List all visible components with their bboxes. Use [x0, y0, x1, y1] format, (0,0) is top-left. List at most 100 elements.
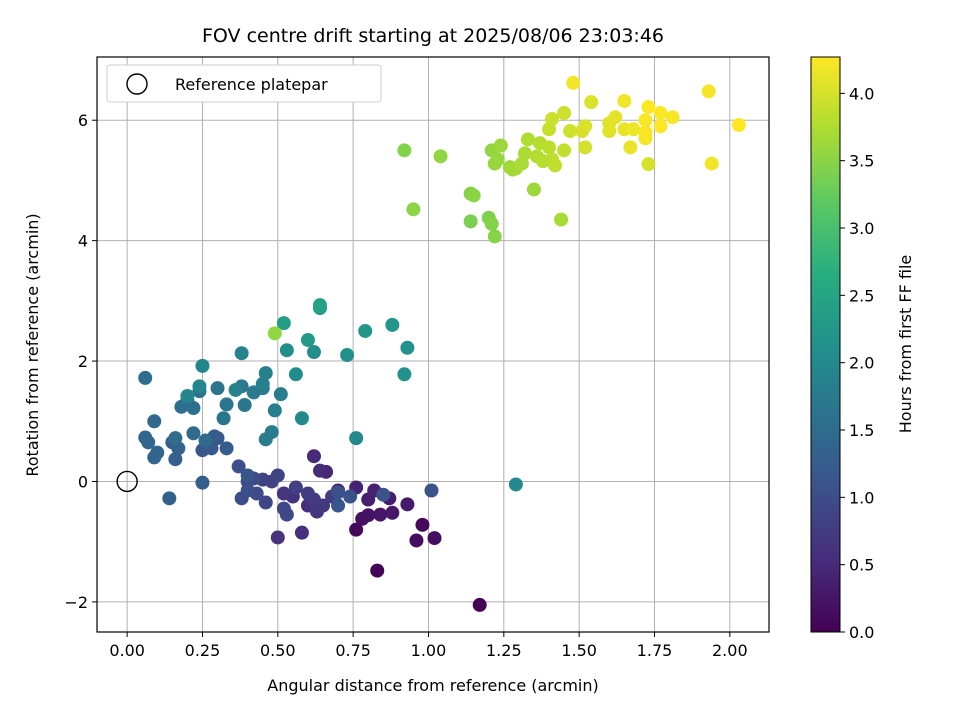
data-point	[150, 445, 165, 460]
data-point	[306, 345, 321, 360]
data-point	[138, 370, 153, 385]
data-point	[195, 475, 210, 490]
data-point	[526, 182, 541, 197]
data-point	[397, 143, 412, 158]
data-point	[279, 507, 294, 522]
data-point	[701, 84, 716, 99]
data-point	[306, 449, 321, 464]
data-point	[343, 489, 358, 504]
data-point	[195, 358, 210, 373]
data-point	[370, 563, 385, 578]
colorbar-label: Hours from first FF file	[896, 255, 915, 434]
data-point	[641, 99, 656, 114]
x-tick-label: 2.00	[712, 641, 748, 660]
reference-platepar-marker	[116, 470, 138, 493]
data-point	[300, 332, 315, 347]
data-point	[237, 398, 252, 413]
data-point	[300, 486, 315, 501]
data-point	[162, 491, 177, 506]
data-point	[493, 138, 508, 153]
data-point	[276, 486, 291, 501]
data-point	[373, 507, 388, 522]
data-point	[186, 426, 201, 441]
legend-label: Reference platepar	[175, 75, 328, 94]
data-point	[463, 214, 478, 229]
data-point	[548, 158, 563, 173]
x-axis-label: Angular distance from reference (arcmin)	[267, 676, 598, 695]
data-point	[147, 414, 162, 429]
data-point	[340, 348, 355, 363]
x-tick-label: 1.75	[637, 641, 673, 660]
data-point	[361, 508, 376, 523]
data-point	[563, 124, 578, 139]
data-point	[264, 425, 279, 440]
x-axis: 0.00 0.25 0.50 0.75 1.00 1.25 1.50 1.75 2.00	[109, 632, 748, 660]
colorbar-tick-label: 1.0	[849, 488, 874, 507]
colorbar-tick-label: 3.0	[849, 219, 874, 238]
data-point	[623, 140, 638, 155]
data-point	[270, 468, 285, 483]
data-point	[584, 95, 599, 110]
data-point	[267, 403, 282, 418]
data-point	[376, 487, 391, 502]
data-point	[294, 525, 309, 540]
chart-title: FOV centre drift starting at 2025/08/06 …	[202, 25, 664, 47]
y-tick-label: −2	[64, 593, 88, 612]
x-tick-label: 0.00	[109, 641, 145, 660]
data-point	[198, 433, 213, 448]
data-point	[255, 376, 270, 391]
data-point	[653, 119, 668, 134]
data-point	[638, 125, 653, 140]
data-point	[578, 140, 593, 155]
data-point	[545, 112, 560, 127]
data-point	[331, 498, 346, 513]
data-point	[704, 156, 719, 171]
legend-marker-icon	[126, 73, 148, 95]
data-point	[385, 505, 400, 520]
x-tick-label: 0.75	[335, 641, 371, 660]
data-point	[228, 382, 243, 397]
data-point	[258, 495, 273, 510]
data-point	[566, 75, 581, 90]
data-point	[273, 387, 288, 402]
data-point	[626, 122, 641, 137]
data-point	[427, 531, 442, 546]
plot-frame	[96, 56, 770, 633]
data-point	[279, 343, 294, 358]
y-tick-label: 2	[78, 352, 88, 371]
grid-lines	[97, 57, 769, 632]
data-point	[400, 340, 415, 355]
data-point	[240, 483, 255, 498]
data-point	[385, 317, 400, 332]
data-point	[415, 517, 430, 532]
data-point	[406, 202, 421, 217]
data-point	[665, 110, 680, 125]
data-point	[424, 483, 439, 498]
y-axis: −2 0 2 4 6	[64, 111, 97, 612]
data-point	[331, 485, 346, 500]
data-point	[520, 132, 535, 147]
data-point	[433, 149, 448, 164]
colorbar-tick-label: 3.5	[849, 152, 874, 171]
data-point	[240, 468, 255, 483]
data-point	[484, 216, 499, 231]
colorbar-tick-label: 0.0	[849, 623, 874, 642]
data-point	[472, 597, 487, 612]
data-point	[487, 229, 502, 244]
data-point	[400, 497, 415, 512]
data-point	[349, 431, 364, 446]
data-point	[557, 143, 572, 158]
data-point	[219, 441, 234, 456]
data-point	[653, 105, 668, 120]
data-point	[234, 346, 249, 361]
data-point	[557, 105, 572, 120]
data-point	[608, 110, 623, 125]
data-point	[508, 477, 523, 492]
data-point	[517, 146, 532, 161]
data-point	[617, 93, 632, 108]
data-point	[641, 157, 656, 172]
data-point	[288, 367, 303, 382]
data-point	[542, 140, 557, 155]
data-point	[638, 113, 653, 128]
